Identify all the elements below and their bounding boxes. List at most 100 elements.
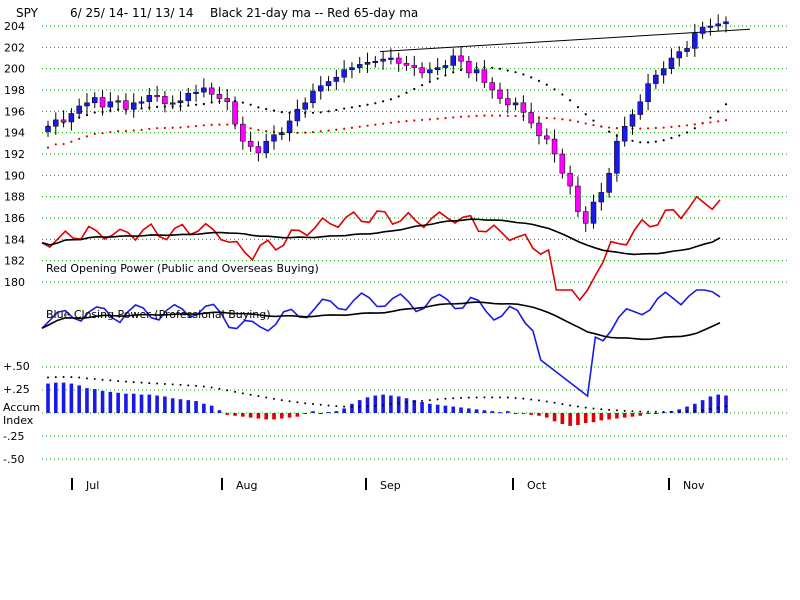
accum-bar: [443, 405, 448, 413]
candle-body: [497, 89, 503, 99]
accum-ma-dot: [117, 380, 120, 383]
ma65-dot: [187, 125, 190, 128]
accum-bar: [451, 406, 456, 413]
ma21-dot: [491, 66, 494, 69]
ma21-dot: [498, 67, 502, 70]
candle-body: [263, 140, 269, 154]
accum-ma-dot: [327, 404, 330, 407]
accum-bar: [124, 393, 128, 413]
candle-body: [177, 100, 184, 104]
red-power-label: Red Opening Power (Public and Overseas B…: [46, 262, 319, 275]
candle-body: [169, 102, 176, 105]
accum-ma-dot: [654, 410, 657, 413]
ma21-dot: [522, 73, 525, 76]
ma21-dot: [639, 141, 642, 144]
ma65-dot: [615, 127, 618, 130]
candle-body: [216, 94, 223, 99]
month-label: Oct: [527, 479, 547, 492]
candle-body: [271, 134, 277, 142]
accum-bar: [264, 413, 269, 420]
ma65-dot: [148, 127, 151, 131]
price-tick-label: 180: [4, 276, 25, 289]
ma65-dot: [584, 122, 587, 125]
accum-ma-dot: [70, 376, 73, 379]
candle-body: [395, 57, 402, 64]
accum-ma-dot: [686, 410, 689, 413]
accum-ma-dot: [187, 384, 190, 387]
ma21-dot: [553, 88, 556, 91]
accum-tick-label: Accum: [3, 401, 40, 414]
price-tick-label: 196: [4, 105, 25, 118]
accum-bar: [576, 413, 580, 425]
accum-bar: [92, 389, 97, 413]
red-power-ma-line: [41, 218, 721, 256]
ma65-dot: [62, 142, 65, 146]
ma21-dot: [319, 111, 322, 114]
month-label: Nov: [683, 479, 705, 492]
accum-ma-dot: [109, 379, 112, 382]
price-tick-label: 192: [4, 148, 25, 161]
accum-bar: [342, 408, 346, 413]
ma65-dot: [428, 118, 431, 121]
accum-ma-dot: [717, 406, 720, 409]
accum-ma-dot: [405, 401, 408, 404]
price-tick-label: 200: [4, 63, 25, 76]
ma65-dot: [304, 131, 307, 134]
accum-bar: [505, 411, 510, 413]
accum-bar: [420, 401, 424, 413]
price-tick-label: 194: [4, 127, 25, 140]
accum-ma-dot: [467, 396, 470, 399]
price-tick-label: 204: [4, 20, 25, 33]
candle-body: [99, 97, 106, 108]
candle-body: [629, 114, 636, 127]
red-opening-power-line: [41, 195, 721, 302]
accum-ma-dot: [545, 400, 548, 403]
ma21-dot: [436, 77, 439, 80]
accum-ma-dot: [678, 410, 681, 413]
accum-ma-dot: [304, 402, 307, 405]
accum-bar: [685, 406, 689, 413]
accum-bar: [194, 401, 198, 413]
ma21-dot: [646, 141, 650, 144]
candle-body: [247, 140, 254, 147]
accum-ma-dot: [693, 409, 696, 412]
accum-ma-dot: [506, 396, 509, 399]
accum-ma-dot: [561, 403, 564, 406]
ma21-dot: [288, 111, 291, 114]
candle-body: [84, 102, 90, 107]
accum-ma-dot: [132, 381, 135, 384]
chart-symbol: SPY: [16, 6, 39, 20]
accum-bar: [53, 382, 58, 413]
accum-ma-dot: [156, 382, 159, 385]
ma21-dot: [530, 76, 533, 79]
accum-bar: [591, 413, 596, 423]
candle-body: [653, 74, 659, 84]
candle-body: [473, 69, 480, 74]
ma65-dot: [701, 122, 704, 125]
ma65-dot: [249, 127, 252, 130]
accum-bar: [607, 413, 611, 420]
ma65-dot: [85, 135, 89, 138]
candle-body: [380, 58, 386, 62]
ma21-dot: [366, 103, 369, 106]
accum-bar: [599, 413, 604, 421]
accum-ma-dot: [576, 405, 579, 408]
ma65-dot: [491, 114, 494, 117]
accum-ma-dot: [413, 400, 416, 403]
ma65-dot: [78, 137, 81, 140]
ma21-dot: [202, 102, 205, 106]
accum-ma-dot: [374, 404, 377, 407]
accum-ma-dot: [592, 407, 595, 410]
ma21-dot: [678, 134, 681, 137]
accum-bar: [482, 410, 487, 413]
ma21-dot: [724, 103, 728, 106]
accum-ma-dot: [280, 399, 283, 402]
ma65-dot: [179, 126, 182, 129]
accum-ma-dot: [514, 396, 517, 399]
power-lines: [41, 195, 721, 398]
accum-ma-dot: [421, 399, 424, 402]
candle-body: [286, 120, 293, 133]
accum-ma-dot: [608, 408, 611, 411]
accum-bar: [61, 382, 66, 413]
